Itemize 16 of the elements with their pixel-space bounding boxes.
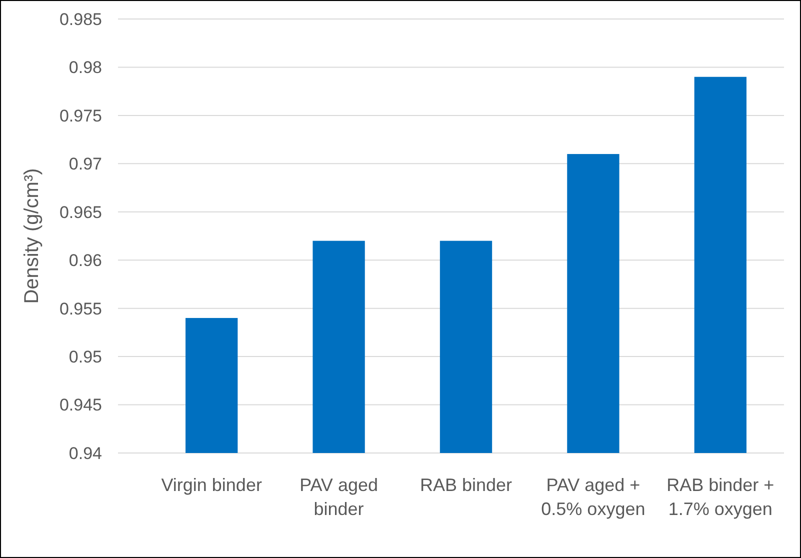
y-tick-label: 0.94 <box>68 444 102 463</box>
y-tick-label: 0.95 <box>68 348 102 367</box>
x-tick-label: PAV aged + 0.5% oxygen <box>541 475 646 519</box>
y-tick-label: 0.96 <box>68 251 102 270</box>
y-tick-label: 0.985 <box>59 10 102 29</box>
y-tick-label: 0.975 <box>59 106 102 126</box>
y-tick-label: 0.955 <box>59 299 102 318</box>
y-tick-label: 0.98 <box>68 58 102 78</box>
y-axis-title: Density (g/cm³) <box>21 168 43 304</box>
y-tick-label: 0.945 <box>59 396 102 415</box>
y-tick-label: 0.965 <box>59 202 102 222</box>
x-tick-label: RAB binder <box>420 475 512 495</box>
x-tick-label: PAV aged binder <box>300 475 378 519</box>
x-tick-label: RAB binder + 1.7% oxygen <box>666 475 774 519</box>
x-tick-label: Virgin binder <box>161 475 262 495</box>
y-tick-label: 0.97 <box>68 154 102 174</box>
